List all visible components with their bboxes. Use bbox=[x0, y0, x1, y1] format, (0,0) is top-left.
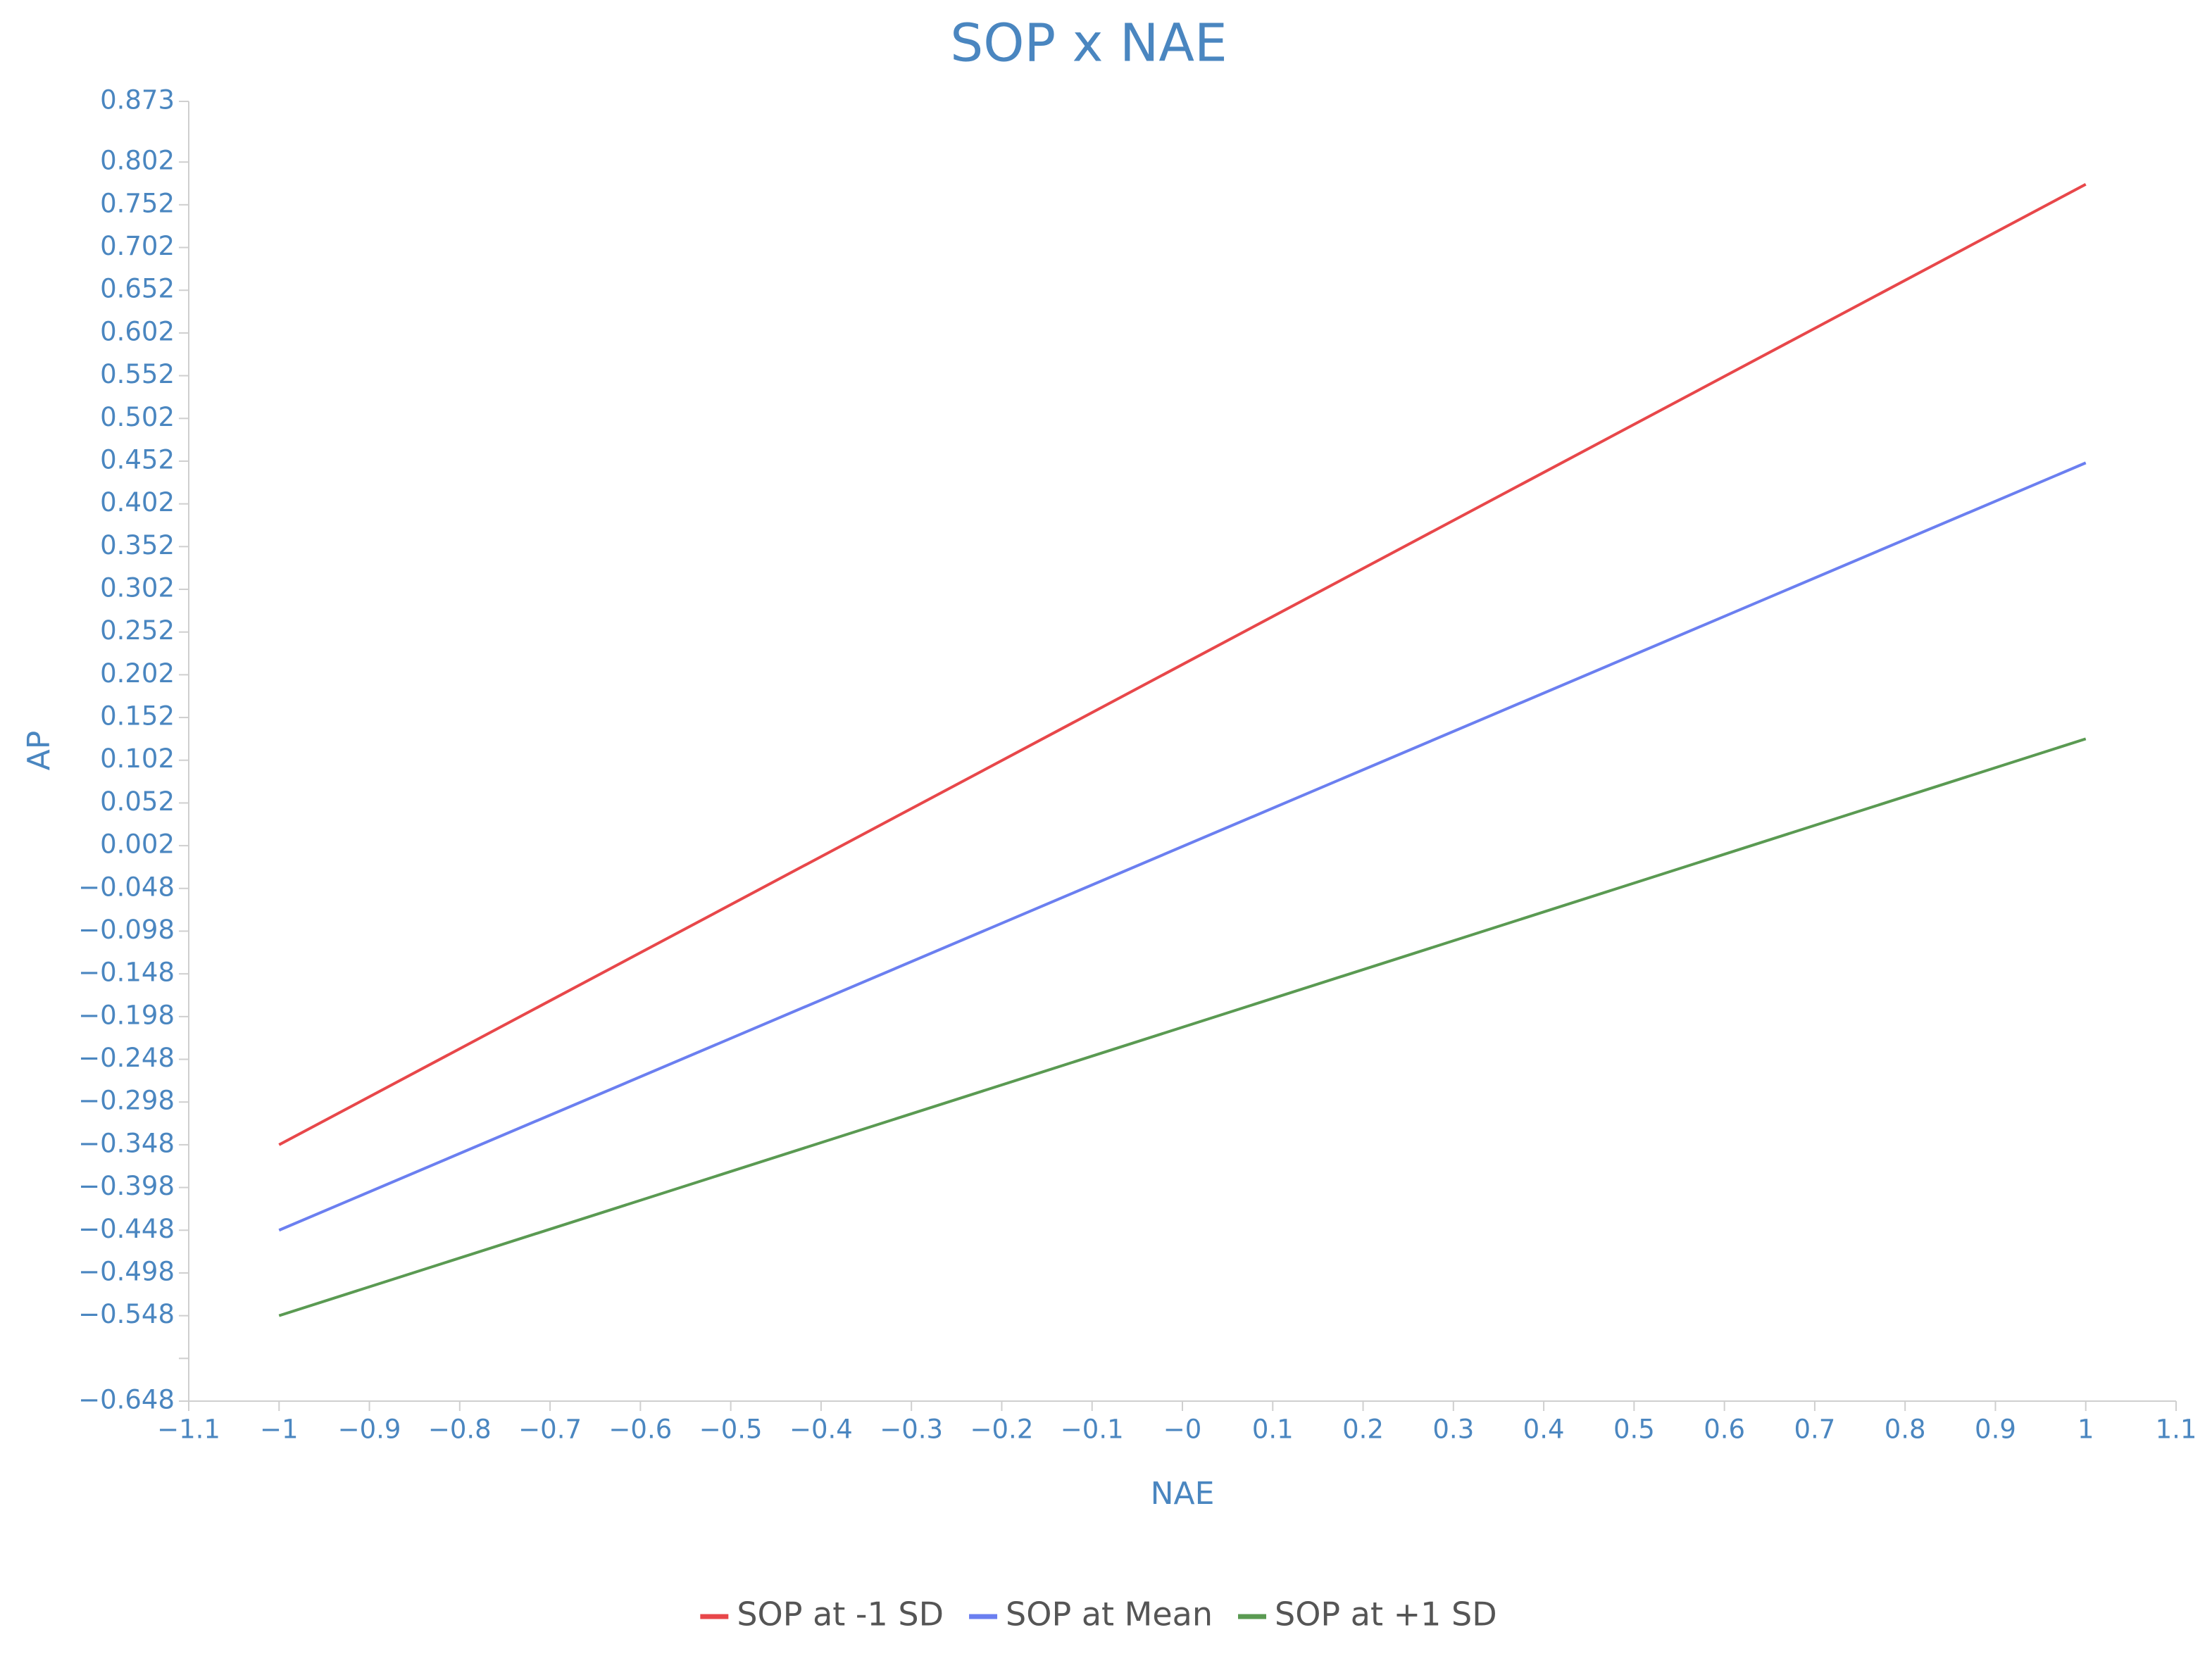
y-tick-label: 0.652 bbox=[100, 274, 175, 304]
y-tick-label: 0.702 bbox=[100, 231, 175, 261]
y-tick-label: −0.098 bbox=[78, 915, 175, 945]
y-tick-label: 0.802 bbox=[100, 146, 175, 176]
legend-label: SOP at Mean bbox=[1006, 1595, 1213, 1633]
chart-title: SOP x NAE bbox=[950, 13, 1227, 74]
series-line bbox=[278, 182, 2087, 1146]
x-tick-label: −0.9 bbox=[338, 1414, 401, 1445]
legend-label: SOP at -1 SD bbox=[737, 1595, 944, 1633]
x-tick-label: 0.9 bbox=[1975, 1414, 2016, 1445]
x-tick-label: 0.2 bbox=[1342, 1414, 1384, 1445]
x-tick-label: 0.6 bbox=[1704, 1414, 1745, 1445]
y-tick-label: 0.452 bbox=[100, 444, 175, 475]
x-tick-label: 1 bbox=[2077, 1414, 2094, 1445]
series-line bbox=[278, 737, 2087, 1317]
y-tick-label: 0.552 bbox=[100, 359, 175, 389]
y-tick-label: 0.602 bbox=[100, 316, 175, 346]
y-tick-label: −0.148 bbox=[78, 958, 175, 988]
y-tick-label: −0.248 bbox=[78, 1043, 175, 1073]
x-tick-label: −0.3 bbox=[880, 1414, 943, 1445]
x-axis-label: NAE bbox=[1151, 1476, 1215, 1512]
x-tick-label: 0.7 bbox=[1794, 1414, 1835, 1445]
x-tick-label: 0.8 bbox=[1885, 1414, 1926, 1445]
y-tick-label: −0.348 bbox=[78, 1128, 175, 1158]
y-tick-label: −0.298 bbox=[78, 1086, 175, 1116]
y-tick-label: −0.548 bbox=[78, 1299, 175, 1329]
y-tick-label: 0.502 bbox=[100, 402, 175, 432]
y-tick-label: −0.398 bbox=[78, 1171, 175, 1201]
x-tick-label: −0 bbox=[1163, 1414, 1202, 1445]
y-tick-label: 0.252 bbox=[100, 615, 175, 646]
y-tick-label: −0.048 bbox=[78, 872, 175, 902]
x-tick-label: −0.1 bbox=[1061, 1414, 1124, 1445]
y-tick-label: 0.352 bbox=[100, 530, 175, 560]
y-tick-label: 0.052 bbox=[100, 786, 175, 817]
y-tick-label: 0.302 bbox=[100, 573, 175, 603]
x-tick-label: 0.5 bbox=[1613, 1414, 1655, 1445]
x-tick-label: −0.4 bbox=[789, 1414, 853, 1445]
y-tick-label: 0.102 bbox=[100, 744, 175, 774]
x-tick-label: 0.1 bbox=[1252, 1414, 1294, 1445]
x-tick-label: −0.5 bbox=[699, 1414, 763, 1445]
y-tick-label: 0.152 bbox=[100, 701, 175, 732]
x-tick-label: −1 bbox=[260, 1414, 299, 1445]
x-tick-label: −1.1 bbox=[157, 1414, 220, 1445]
legend-label: SOP at +1 SD bbox=[1275, 1595, 1497, 1633]
y-tick-label: −0.648 bbox=[78, 1385, 175, 1415]
series-line bbox=[278, 461, 2087, 1232]
x-tick-label: 0.3 bbox=[1432, 1414, 1474, 1445]
y-tick-label: 0.873 bbox=[100, 85, 175, 115]
y-tick-label: −0.198 bbox=[78, 1000, 175, 1030]
x-tick-label: 1.1 bbox=[2156, 1414, 2197, 1445]
x-tick-label: −0.7 bbox=[518, 1414, 582, 1445]
y-tick-label: 0.752 bbox=[100, 188, 175, 218]
y-tick-label: 0.002 bbox=[100, 829, 175, 860]
x-tick-label: −0.8 bbox=[428, 1414, 492, 1445]
y-tick-label: −0.448 bbox=[78, 1214, 175, 1244]
x-tick-label: −0.6 bbox=[608, 1414, 672, 1445]
y-tick-label: 0.402 bbox=[100, 487, 175, 518]
x-tick-label: 0.4 bbox=[1523, 1414, 1565, 1445]
y-tick-label: 0.202 bbox=[100, 658, 175, 689]
x-tick-label: −0.2 bbox=[970, 1414, 1034, 1445]
y-axis-label: AP bbox=[21, 731, 57, 771]
y-tick-label: −0.498 bbox=[78, 1256, 175, 1286]
